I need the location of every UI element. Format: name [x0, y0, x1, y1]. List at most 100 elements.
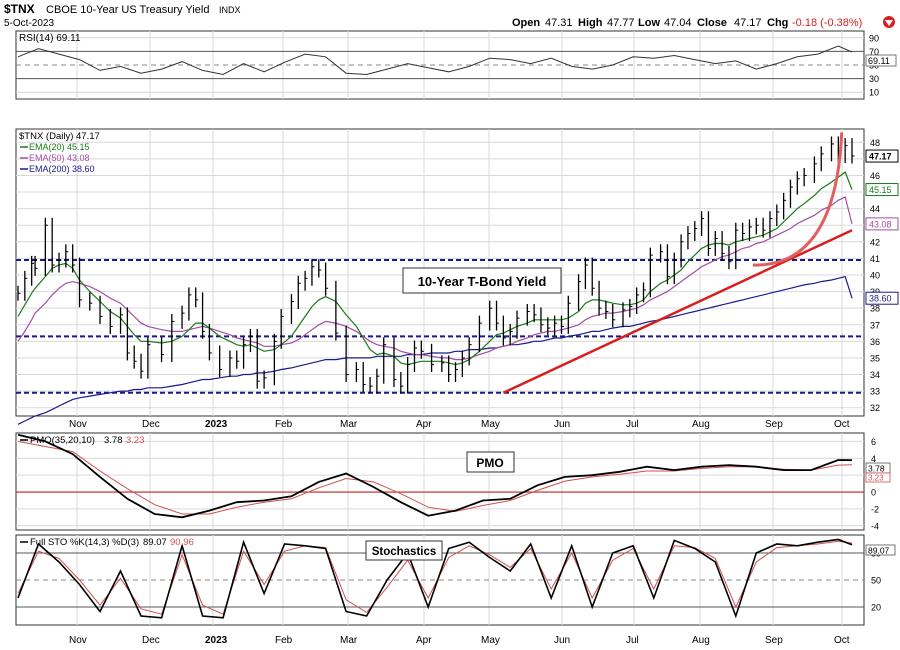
- low-label: Low: [638, 17, 660, 29]
- low-value: 47.04: [664, 17, 692, 29]
- month-label: Mar: [340, 635, 358, 646]
- month-label: Nov: [69, 419, 87, 430]
- svg-text:3.23: 3.23: [868, 474, 884, 483]
- chart-date: 5-Oct-2023: [4, 18, 54, 29]
- ema200-line: [17, 275, 853, 425]
- ema20-tag-box: [865, 183, 899, 197]
- month-label: Aug: [692, 635, 710, 646]
- legend-ema200: EMA(200) 38.60: [29, 164, 95, 174]
- sto-value-tag: 89.07: [865, 544, 896, 556]
- rsi-panel: 9070503010 RSI(14) 69.11 69.11: [15, 30, 897, 100]
- rsi-tick-label: 70: [869, 47, 879, 57]
- price-tick-label: 40: [870, 270, 880, 280]
- price-tick-label: 37: [870, 320, 880, 330]
- svg-text:PMO: PMO: [476, 456, 503, 470]
- rsi-tick-label: 30: [869, 74, 879, 84]
- ema200-tag: 38.60: [865, 291, 899, 305]
- month-label: Apr: [416, 635, 432, 646]
- month-label: May: [481, 419, 500, 430]
- pmo-axis-labels: 6420-2-4: [871, 437, 879, 531]
- parabolic-curve: [752, 132, 844, 267]
- month-label: 2023: [205, 635, 228, 646]
- pmo-tick-label: 4: [871, 454, 876, 464]
- trend-line: [502, 229, 853, 394]
- svg-text:3.78: 3.78: [104, 435, 123, 446]
- pmo-annotation: PMO: [466, 451, 515, 473]
- pmo-tick-label: 6: [871, 437, 876, 447]
- month-label: Dec: [142, 419, 160, 430]
- chg-label: Chg: [767, 17, 788, 29]
- month-label: Jun: [554, 635, 570, 646]
- price-tick-label: 46: [870, 171, 880, 181]
- month-label: Jul: [626, 635, 639, 646]
- chg-value: -0.18 (-0.38%): [792, 17, 862, 29]
- rsi-tick-label: 10: [869, 88, 879, 98]
- ema50-line: [17, 196, 853, 361]
- price-tick-label: 42: [870, 237, 880, 247]
- annotation-label: 10-Year T-Bond Yield: [418, 274, 547, 289]
- sto-legend: Full STO %K(14,3) %D(3) 89.07 90.96: [20, 537, 194, 548]
- legend-ema20: EMA(20) 45.15: [29, 142, 90, 152]
- price-tick-label: 41: [870, 254, 880, 264]
- pmo-tick-label: -2: [871, 504, 879, 514]
- ema200-tag-box: [865, 291, 899, 305]
- pmo-frame: [15, 432, 865, 531]
- month-label: Oct: [834, 419, 850, 430]
- down-arrow-icon: [883, 16, 895, 28]
- sto-tick-label: 20: [871, 603, 881, 613]
- svg-text:89.07: 89.07: [143, 537, 167, 548]
- stochastics-panel: 805020 Full STO %K(14,3) %D(3) 89.07 90.…: [15, 534, 896, 626]
- price-tick-label: 34: [870, 370, 880, 380]
- ema20-tag-text: 45.15: [869, 185, 892, 195]
- month-label: Jun: [554, 419, 570, 430]
- sto-tick-label: 50: [871, 576, 881, 586]
- price-panel: 4847464544434241403938373635343332 $TNX …: [15, 128, 899, 425]
- rsi-gridlines: [16, 31, 864, 99]
- pmo-value-tags: 3.78 3.23: [865, 462, 891, 483]
- exchange: INDX: [219, 5, 241, 15]
- pmo-tick-label: 0: [871, 488, 876, 498]
- month-label: Sep: [765, 635, 783, 646]
- svg-text:90.96: 90.96: [170, 537, 194, 548]
- pmo-signal-line: [17, 440, 853, 515]
- price-axis-labels: 4847464544434241403938373635343332: [870, 138, 880, 413]
- chart-header: $TNX CBOE 10-Year US Treasury Yield INDX…: [4, 2, 895, 29]
- symbol-name: CBOE 10-Year US Treasury Yield: [46, 4, 209, 16]
- ema50-tag: 43.08: [865, 217, 899, 231]
- rsi-line: [17, 45, 853, 76]
- close-tag-box: [865, 149, 899, 163]
- svg-text:Stochastics: Stochastics: [372, 546, 437, 558]
- svg-text:69.11: 69.11: [868, 56, 890, 66]
- annotation-box: 10-Year T-Bond Yield: [402, 267, 562, 294]
- close-tag: 47.17: [865, 149, 899, 163]
- rsi-value-tag: 69.11: [865, 54, 897, 67]
- x-axis-bottom: Nov Dec 2023 Feb Mar Apr May Jun Jul Aug Sep Oct: [69, 635, 850, 646]
- pmo-panel: 6420-2-4 PMO(35,20,10) 3.78 3.23 PMO 3.7…: [15, 432, 891, 531]
- pmo-tick-label: -4: [871, 521, 879, 531]
- month-label: Nov: [69, 635, 87, 646]
- sto-k-line: [17, 538, 853, 619]
- pmo-legend: PMO(35,20,10) 3.78 3.23: [20, 435, 145, 446]
- ema50-tag-text: 43.08: [869, 219, 892, 229]
- svg-text:3.23: 3.23: [126, 435, 145, 446]
- month-label: Sep: [765, 419, 783, 430]
- high-label: High: [578, 17, 603, 29]
- month-label: Dec: [142, 635, 160, 646]
- month-label: Apr: [416, 419, 432, 430]
- legend-price: $TNX (Daily) 47.17: [19, 131, 100, 142]
- month-label: Aug: [692, 419, 710, 430]
- svg-text:PMO(35,20,10): PMO(35,20,10): [30, 435, 95, 446]
- sto-annotation: Stochastics: [365, 540, 443, 561]
- month-label: Jul: [626, 419, 639, 430]
- pmo-line: [17, 433, 853, 519]
- month-label: Oct: [834, 635, 850, 646]
- close-value: 47.17: [734, 17, 762, 29]
- close-tag-text: 47.17: [869, 152, 892, 162]
- svg-text:89.07: 89.07: [868, 546, 890, 556]
- rsi-tick-label: 90: [869, 33, 879, 43]
- svg-text:3.78: 3.78: [868, 464, 885, 474]
- price-tick-label: 33: [870, 387, 880, 397]
- price-value-tags: 47.17 45.15 43.08 38.60: [865, 149, 899, 305]
- price-tick-label: 44: [870, 204, 880, 214]
